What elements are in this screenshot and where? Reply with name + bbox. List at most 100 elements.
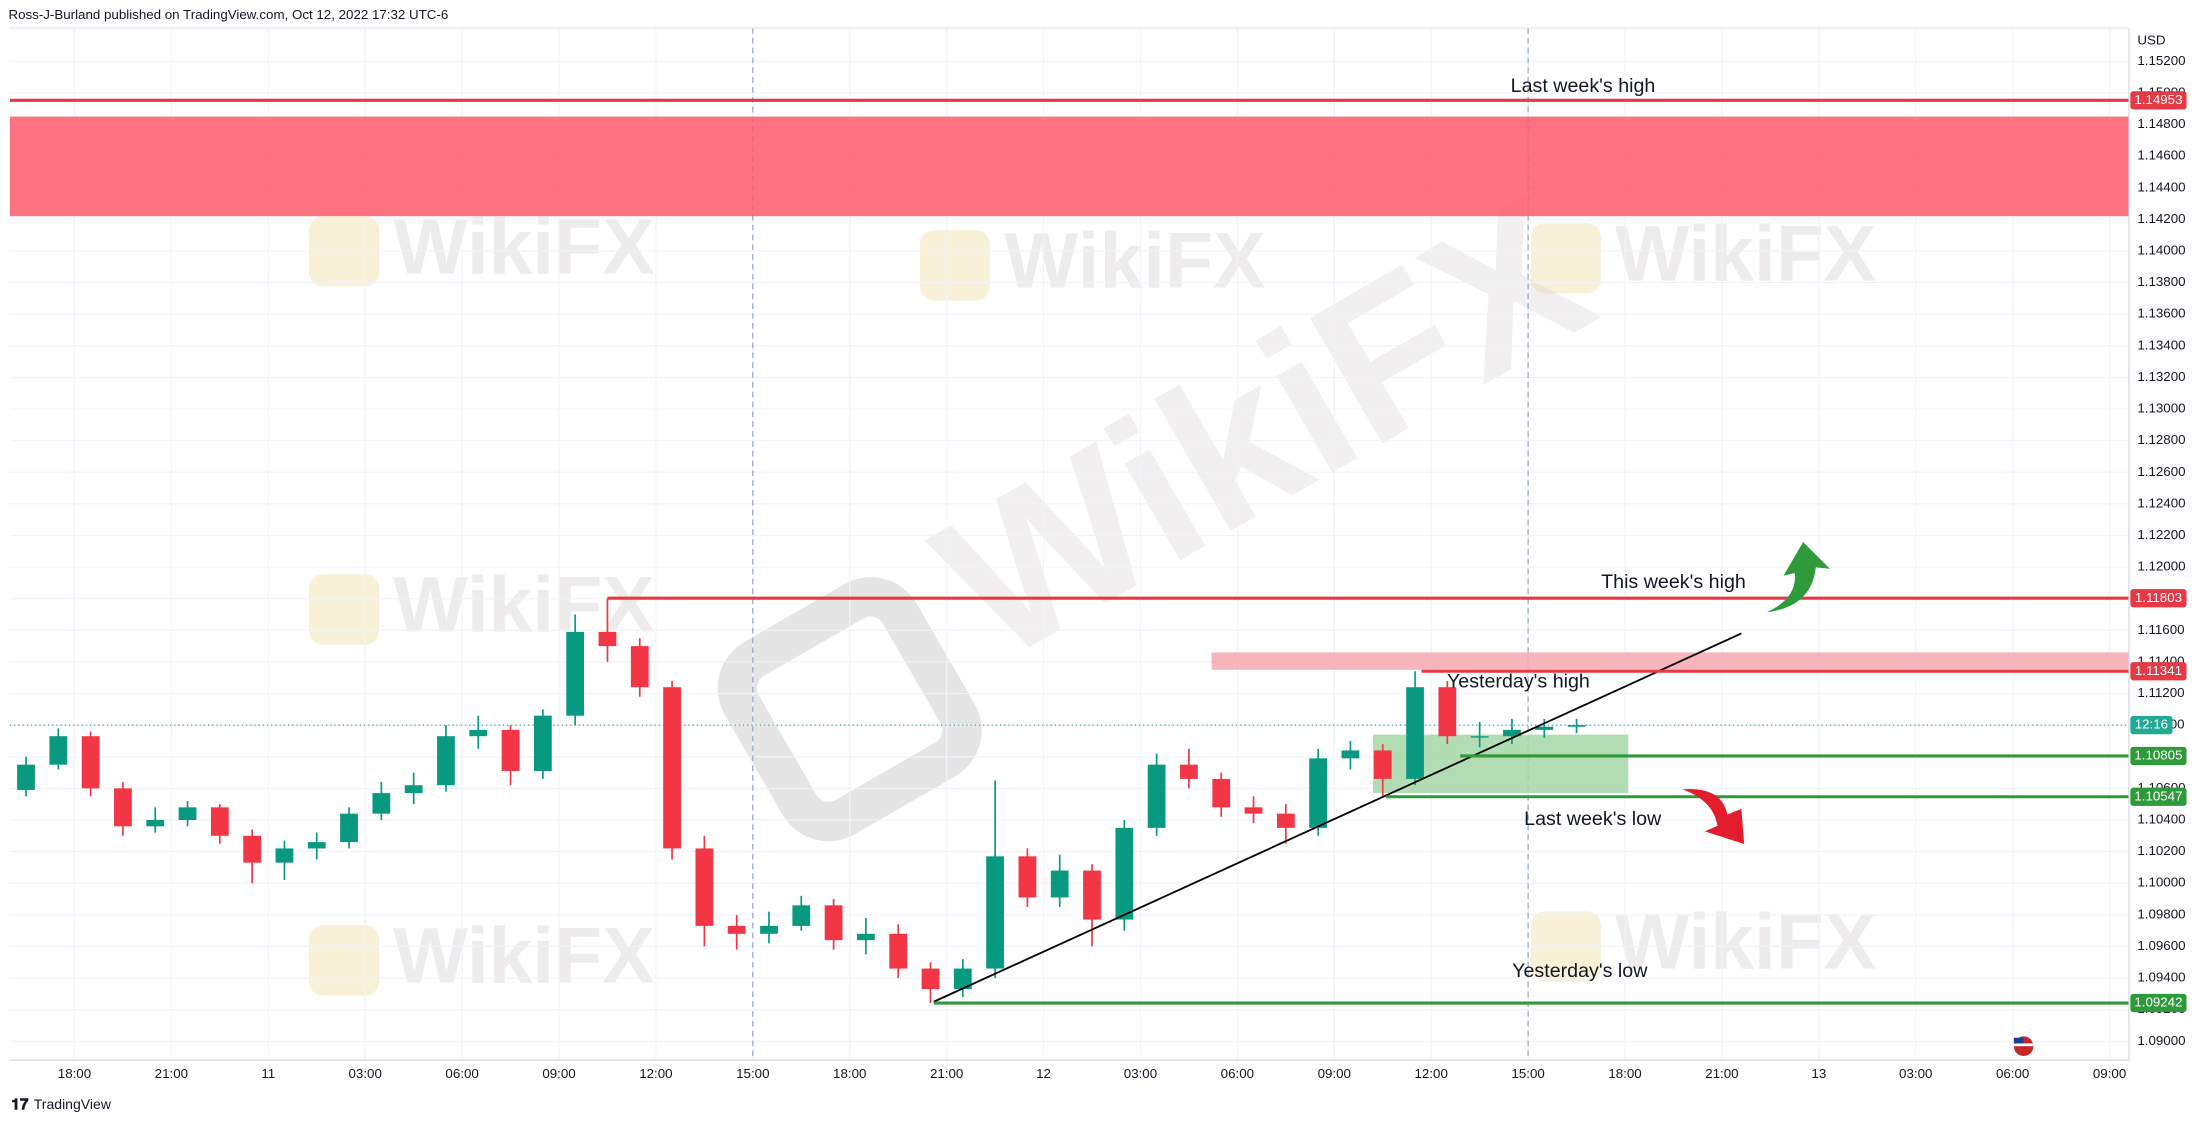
up-arrow [1766,542,1830,613]
x-tick-label: 09:00 [542,1066,575,1081]
watermark: WikiFX [1615,898,1876,986]
y-tick-label: 1.14400 [2137,179,2185,194]
down-arrow [1682,788,1745,844]
candle-body [566,631,585,716]
y-tick-label: 1.10400 [2137,812,2185,827]
candle-body [857,933,875,941]
y-tick-label: 1.14800 [2137,116,2185,131]
x-tick-label: 18:00 [58,1066,91,1081]
watermark: WikiFX [393,203,654,291]
y-tick-label: 1.12800 [2137,432,2185,447]
watermark: WikiFX [1615,210,1876,298]
price-label-box [2130,589,2187,608]
y-tick-label: 1.13600 [2137,306,2185,321]
y-tick-label: 1.14200 [2137,211,2185,226]
y-tick-label: 1.12000 [2137,559,2185,574]
candle-body [404,785,423,794]
x-tick-label: 18:00 [833,1066,866,1081]
candle-body [1503,729,1521,737]
y-tick-label: 1.12600 [2137,464,2185,479]
x-tick-label: 09:00 [2093,1066,2126,1081]
candle-body [114,788,132,827]
candle-body [501,729,520,771]
x-tick-label: 21:00 [930,1066,963,1081]
y-tick-label: 1.13200 [2137,369,2185,384]
price-label: 1.10547 [2134,788,2182,803]
watermark: WikiFX [393,912,654,1000]
candle-body [178,807,197,820]
price-label-box [2130,787,2187,806]
candle-body [307,842,326,849]
price-label-box [2130,91,2187,110]
candle-body [1341,750,1360,759]
y-tick-label: 1.11200 [2137,685,2184,700]
countdown: 12:16 [2135,717,2168,732]
candle-body [792,905,811,926]
x-tick-label: 21:00 [1705,1066,1738,1081]
y-tick-label: 1.13000 [2137,401,2185,416]
candle-body [533,715,552,771]
x-tick-label: 15:00 [736,1066,769,1081]
candle-body [1244,807,1263,814]
watermark-logo [919,230,991,301]
candle-body [1470,736,1489,738]
price-label: 1.10805 [2134,748,2182,763]
x-tick-label: 06:00 [445,1066,478,1081]
x-tick-label: 12 [1036,1066,1051,1081]
price-label-box [2130,746,2187,766]
x-tick-label: 11 [261,1066,275,1081]
annotation: Last week's low [1524,808,1662,830]
candle-body [1050,870,1069,898]
y-tick-label: 1.11600 [2137,622,2184,637]
x-tick-label: 06:00 [1996,1066,2029,1081]
price-label: 1.11803 [2135,590,2182,605]
candle-body [1018,856,1037,898]
footer: TradingView [34,1096,112,1112]
x-tick-label: 12:00 [639,1066,672,1081]
candle-body [340,813,358,843]
candle-body [1535,726,1554,730]
x-tick-label: 03:00 [1124,1066,1157,1081]
y-tick-label: 1.10200 [2137,843,2185,858]
x-tick-label: 09:00 [1318,1066,1351,1081]
trendline [933,632,1742,1003]
annotation: Last week's high [1511,75,1656,97]
candle-body [921,968,940,990]
y-tick-label: 1.14600 [2137,148,2185,163]
tv-logo: 𝟏𝟕 [11,1096,29,1113]
candle-body [1147,764,1166,828]
price-label-box [2130,993,2187,1013]
watermark-logo [308,574,380,645]
x-tick-label: 21:00 [155,1066,188,1081]
candle-body [1567,725,1586,727]
publisher-header: Ross-J-Burland published on TradingView.… [8,7,448,22]
x-tick-label: 18:00 [1608,1066,1641,1081]
candle-body [824,905,843,941]
candle-body [953,968,972,990]
y-tick-label: 1.12400 [2137,495,2185,510]
candle-body [986,856,1004,969]
candle-body [1212,778,1231,808]
watermark: WikiFX [1004,217,1265,305]
candle-body [663,687,681,849]
candle-body [81,736,100,789]
candle-body [1406,687,1424,779]
candle-body [49,736,68,765]
x-tick-label: 03:00 [1899,1066,1932,1081]
y-tick-label: 1.09800 [2137,906,2185,921]
currency: USD [2137,32,2165,47]
candle-body [146,819,165,827]
candle-body [630,646,649,688]
x-tick-label: 13 [1811,1066,1826,1081]
y-tick-label: 1.15200 [2137,53,2185,68]
y-tick-label: 1.13400 [2137,337,2185,352]
y-tick-label: 1.14000 [2137,242,2185,257]
candle-body [889,933,908,969]
candle-body [275,848,294,863]
price-label: 1.14953 [2134,92,2182,107]
x-tick-label: 12:00 [1415,1066,1448,1081]
zone [9,116,2129,217]
candle-body [243,835,262,863]
candle-body [372,793,391,814]
